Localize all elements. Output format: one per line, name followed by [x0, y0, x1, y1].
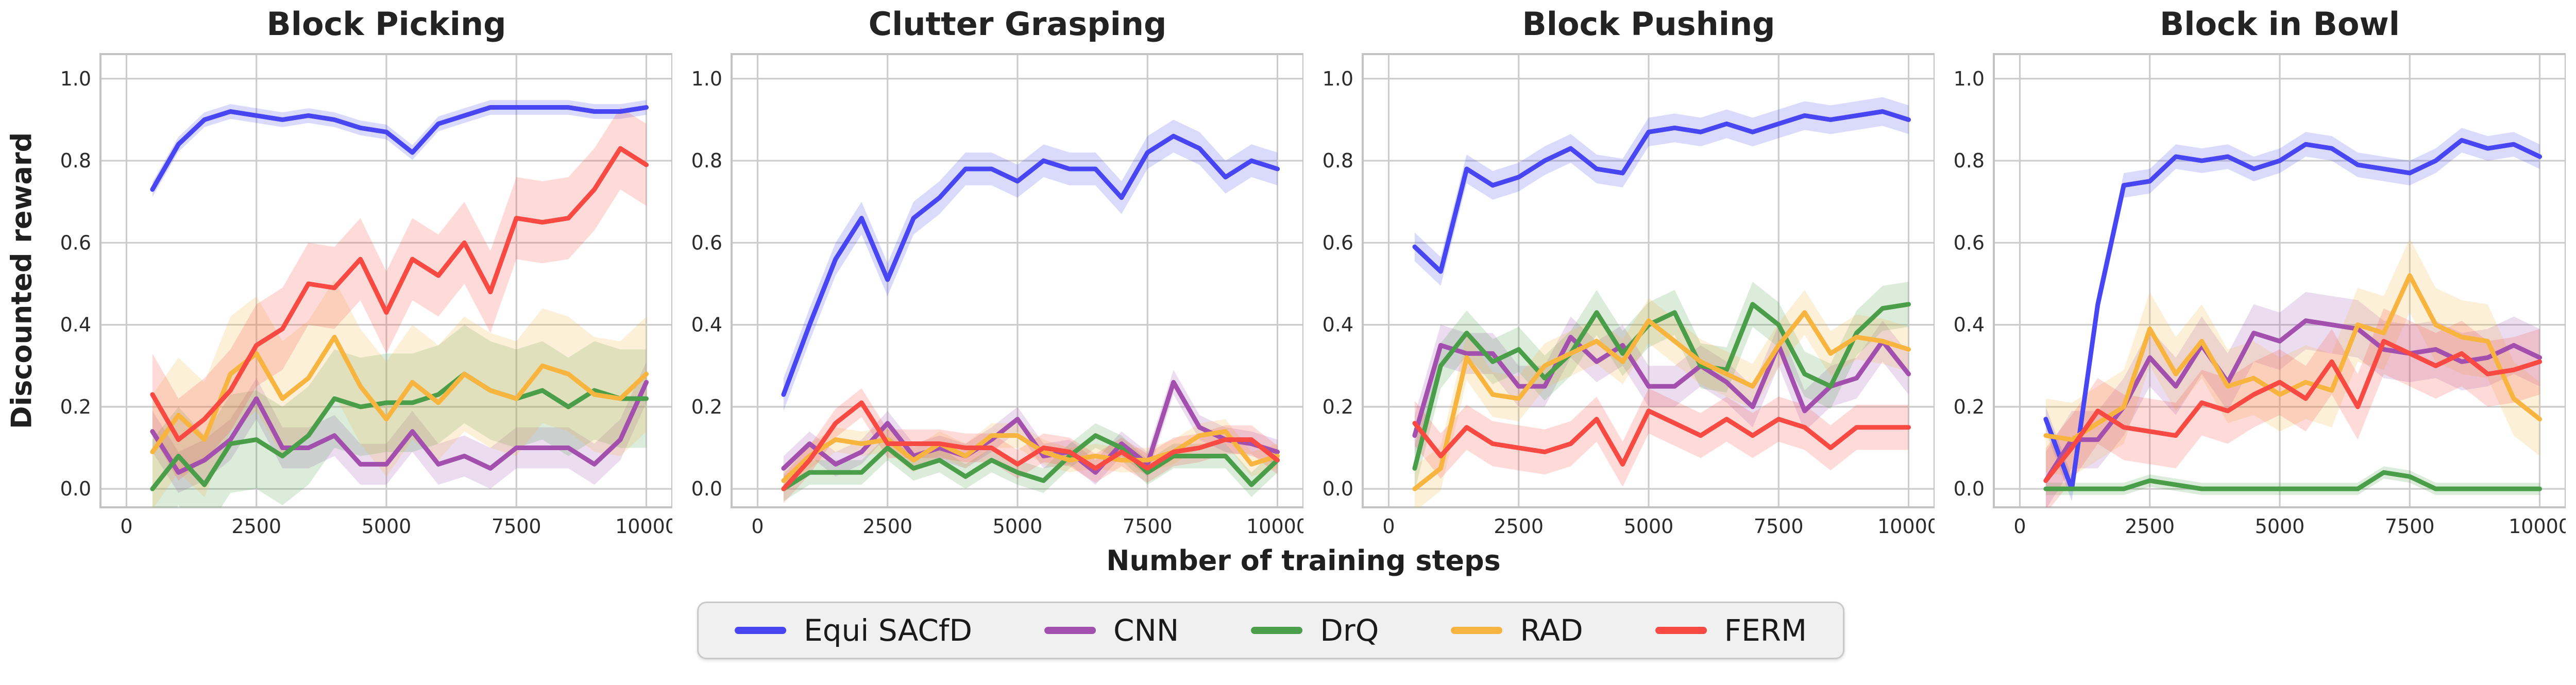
svg-text:0.4: 0.4 [691, 314, 722, 336]
svg-text:10000: 10000 [2509, 515, 2566, 538]
svg-text:10000: 10000 [1246, 515, 1303, 538]
legend-item-ferm: FERM [1655, 615, 1807, 645]
svg-text:1.0: 1.0 [691, 67, 722, 90]
legend-item-drq: DrQ [1251, 615, 1379, 645]
svg-text:5000: 5000 [362, 515, 412, 538]
plot-area: 0 2500 5000 7500 10000 0.0 0.2 0.4 0.6 0.8 1.0 [1323, 53, 1935, 538]
svg-text:0.8: 0.8 [60, 149, 91, 172]
svg-text:0.6: 0.6 [691, 231, 722, 254]
legend-swatch-equi-sacfd [735, 627, 787, 634]
legend-swatch-drq [1251, 627, 1303, 634]
svg-text:0.6: 0.6 [60, 231, 91, 254]
svg-text:2500: 2500 [862, 515, 912, 538]
legend-label: CNN [1113, 613, 1179, 648]
svg-text:0.6: 0.6 [1323, 231, 1353, 254]
svg-text:2500: 2500 [231, 515, 281, 538]
svg-text:5000: 5000 [993, 515, 1043, 538]
svg-text:0.8: 0.8 [1954, 149, 1985, 172]
svg-text:0.8: 0.8 [691, 149, 722, 172]
svg-text:0: 0 [2013, 515, 2026, 538]
svg-text:0.2: 0.2 [1323, 396, 1353, 418]
plot-area: 0 2500 5000 7500 10000 0.0 0.2 0.4 0.6 0.8 1.0 [60, 53, 672, 538]
svg-text:10000: 10000 [615, 515, 672, 538]
svg-text:0.8: 0.8 [1323, 149, 1353, 172]
legend-label: DrQ [1320, 613, 1379, 648]
svg-text:0.4: 0.4 [1323, 314, 1353, 336]
svg-text:0: 0 [751, 515, 764, 538]
legend-swatch-ferm [1655, 627, 1707, 634]
svg-text:5000: 5000 [2255, 515, 2305, 538]
svg-text:0.4: 0.4 [1954, 314, 1985, 336]
svg-text:0.0: 0.0 [60, 477, 91, 500]
legend-item-cnn: CNN [1044, 615, 1179, 645]
svg-text:1.0: 1.0 [1323, 67, 1353, 90]
legend-label: Equi SACfD [804, 613, 972, 648]
svg-text:5000: 5000 [1624, 515, 1674, 538]
x-axis-label: Number of training steps [1106, 544, 1501, 577]
svg-text:10000: 10000 [1877, 515, 1935, 538]
chart-panel-clutter-grasping: Clutter Grasping 0 2500 5000 7500 10000 0.0 0.… [691, 5, 1303, 538]
panel-title: Block Picking [266, 5, 506, 43]
svg-text:7500: 7500 [1754, 515, 1804, 538]
svg-text:0: 0 [120, 515, 132, 538]
svg-text:0.2: 0.2 [691, 396, 722, 418]
svg-text:0.6: 0.6 [1954, 231, 1985, 254]
legend-item-equi-sacfd: Equi SACfD [735, 615, 972, 645]
panel-title: Clutter Grasping [869, 5, 1167, 43]
svg-text:2500: 2500 [2125, 515, 2175, 538]
chart-panel-block-picking: Block Picking 0 2500 5000 7500 10000 0.0 0.2 0.… [60, 5, 672, 538]
panels-row: Block Picking 0 2500 5000 7500 10000 0.0 0.2 0.… [41, 0, 2566, 543]
svg-text:0.0: 0.0 [1323, 477, 1353, 500]
legend-swatch-rad [1451, 627, 1503, 634]
chart-panel-block-in-bowl: Block in Bowl 0 2500 5000 7500 10000 0.0 0.2 0.… [1954, 5, 2566, 538]
svg-text:0: 0 [1382, 515, 1395, 538]
panel-title: Block Pushing [1522, 5, 1775, 43]
svg-text:7500: 7500 [1123, 515, 1173, 538]
legend: Equi SACfD CNN DrQ RAD FERM [697, 602, 1845, 659]
legend-swatch-cnn [1044, 627, 1096, 634]
svg-text:0.2: 0.2 [1954, 396, 1985, 418]
svg-text:0.4: 0.4 [60, 314, 91, 336]
y-axis-label: Discounted reward [5, 132, 38, 430]
svg-text:1.0: 1.0 [1954, 67, 1985, 90]
svg-text:0.0: 0.0 [1954, 477, 1985, 500]
svg-text:0.2: 0.2 [60, 396, 91, 418]
svg-text:7500: 7500 [492, 515, 541, 538]
plot-area: 0 2500 5000 7500 10000 0.0 0.2 0.4 0.6 0.8 1.0 [1954, 53, 2566, 538]
svg-text:7500: 7500 [2385, 515, 2435, 538]
plot-area: 0 2500 5000 7500 10000 0.0 0.2 0.4 0.6 0.8 1.0 [691, 53, 1303, 538]
svg-text:1.0: 1.0 [60, 67, 91, 90]
legend-label: FERM [1724, 613, 1807, 648]
svg-text:2500: 2500 [1494, 515, 1544, 538]
legend-label: RAD [1520, 613, 1583, 648]
chart-panel-block-pushing: Block Pushing 0 2500 5000 7500 10000 0.0 0.2 0.… [1323, 5, 1935, 538]
panel-title: Block in Bowl [2160, 5, 2400, 43]
legend-item-rad: RAD [1451, 615, 1583, 645]
svg-text:0.0: 0.0 [691, 477, 722, 500]
